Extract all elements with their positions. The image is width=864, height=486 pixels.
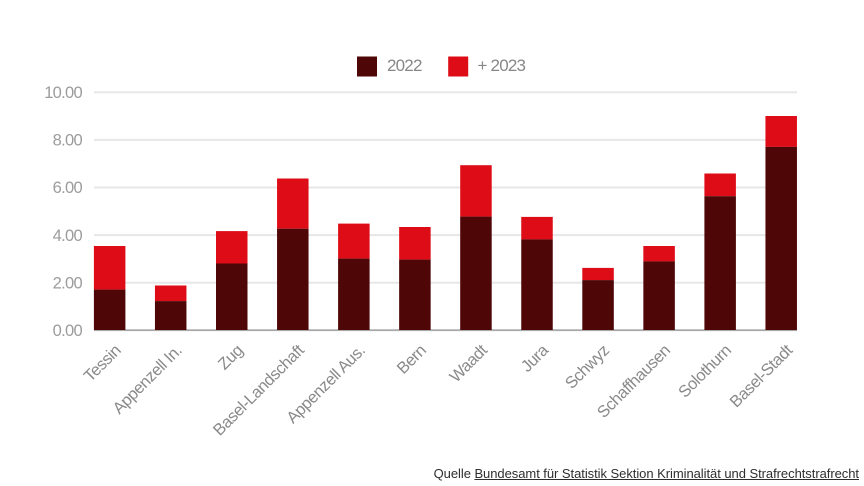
svg-text:8.00: 8.00 <box>53 132 83 150</box>
svg-text:10.00: 10.00 <box>44 84 82 102</box>
svg-text:2022: 2022 <box>387 56 422 75</box>
svg-text:6.00: 6.00 <box>53 179 83 197</box>
svg-text:2.00: 2.00 <box>53 274 83 292</box>
svg-text:+ 2023: + 2023 <box>478 56 526 75</box>
svg-text:0.00: 0.00 <box>53 322 83 340</box>
svg-text:4.00: 4.00 <box>53 227 83 245</box>
